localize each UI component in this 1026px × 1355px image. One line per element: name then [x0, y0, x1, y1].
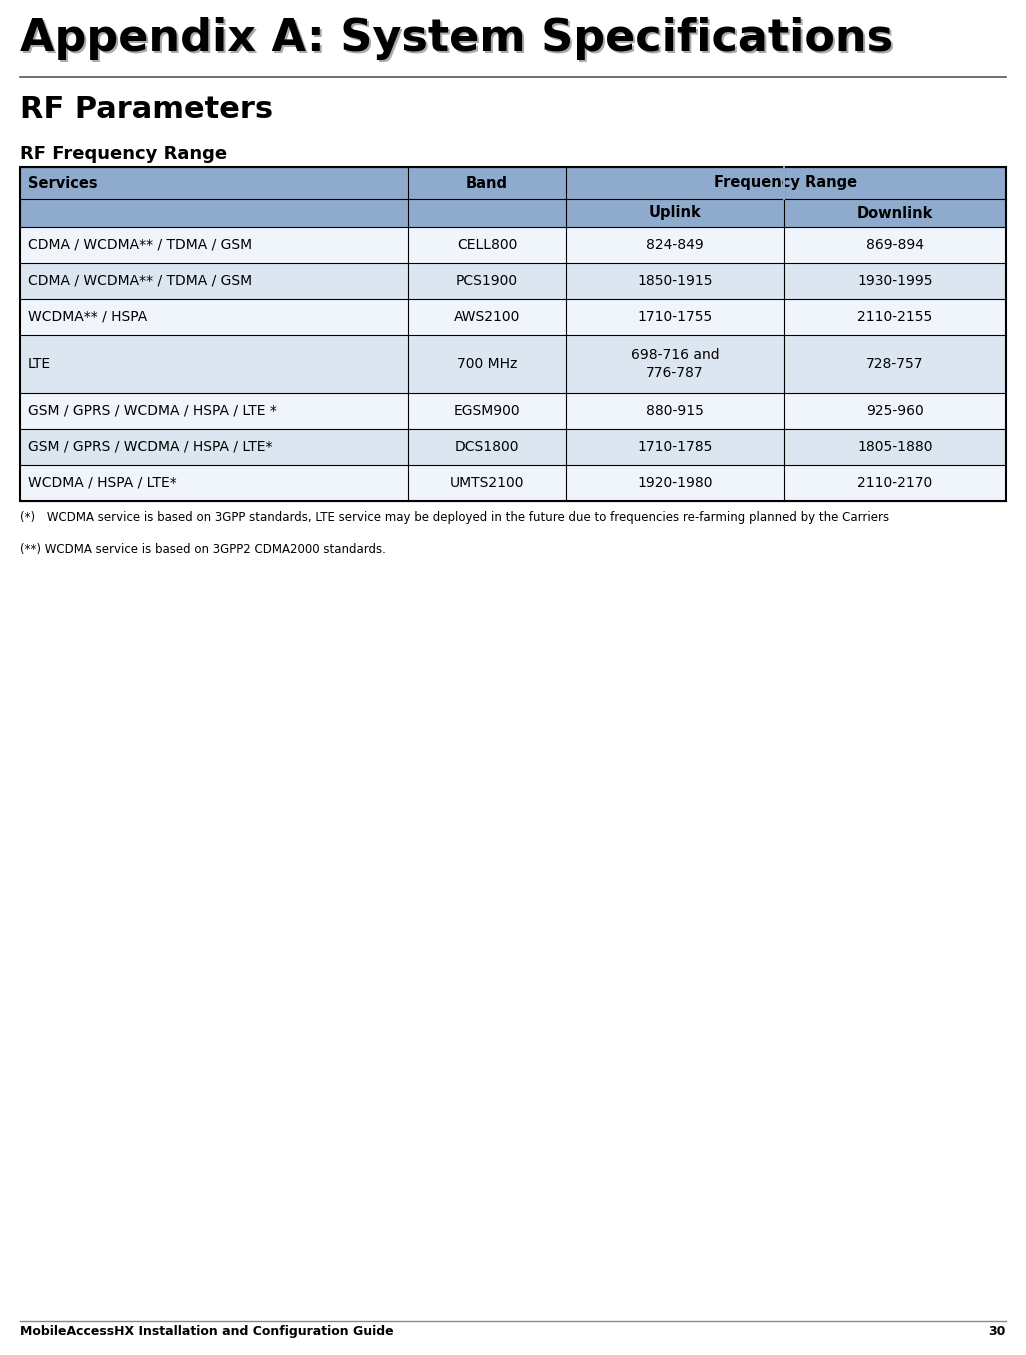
Bar — [566, 167, 1007, 199]
Text: 1710-1755: 1710-1755 — [637, 310, 713, 324]
Bar — [19, 199, 408, 228]
Text: Frequency Range: Frequency Range — [714, 176, 858, 191]
Bar — [784, 299, 1007, 335]
Text: 728-757: 728-757 — [866, 356, 923, 371]
Text: 869-894: 869-894 — [866, 238, 924, 252]
Text: LTE: LTE — [28, 356, 51, 371]
Text: 824-849: 824-849 — [646, 238, 704, 252]
Text: DCS1800: DCS1800 — [455, 440, 519, 454]
Text: EGSM900: EGSM900 — [453, 404, 520, 417]
Text: Appendix A: System Specifications: Appendix A: System Specifications — [22, 19, 895, 62]
Text: WCDMA** / HSPA: WCDMA** / HSPA — [28, 310, 148, 324]
Bar — [784, 199, 1007, 228]
Bar — [784, 393, 1007, 430]
Text: PCS1900: PCS1900 — [456, 274, 518, 289]
Bar — [19, 465, 408, 501]
Text: RF Frequency Range: RF Frequency Range — [19, 145, 227, 163]
Bar — [408, 393, 566, 430]
Text: GSM / GPRS / WCDMA / HSPA / LTE*: GSM / GPRS / WCDMA / HSPA / LTE* — [28, 440, 273, 454]
Bar — [784, 335, 1007, 393]
Bar — [19, 335, 408, 393]
Text: UMTS2100: UMTS2100 — [449, 476, 524, 491]
Text: Band: Band — [466, 176, 508, 191]
Text: 30: 30 — [989, 1325, 1007, 1337]
Bar — [19, 167, 1007, 501]
Bar — [408, 167, 566, 199]
Bar — [784, 465, 1007, 501]
Bar — [19, 167, 408, 199]
Bar — [19, 299, 408, 335]
Text: (**) WCDMA service is based on 3GPP2 CDMA2000 standards.: (**) WCDMA service is based on 3GPP2 CDM… — [19, 543, 386, 556]
Bar — [566, 263, 784, 299]
Text: CELL800: CELL800 — [457, 238, 517, 252]
Bar — [408, 430, 566, 465]
Bar — [19, 263, 408, 299]
Bar — [19, 393, 408, 430]
Bar — [19, 228, 408, 263]
Text: 880-915: 880-915 — [646, 404, 704, 417]
Text: 2110-2170: 2110-2170 — [858, 476, 933, 491]
Text: Downlink: Downlink — [857, 206, 934, 221]
Text: Appendix A: System Specifications: Appendix A: System Specifications — [19, 18, 893, 60]
Bar — [408, 199, 566, 228]
Text: 1850-1915: 1850-1915 — [637, 274, 713, 289]
Text: AWS2100: AWS2100 — [453, 310, 520, 324]
Text: 700 MHz: 700 MHz — [457, 356, 517, 371]
Text: 1920-1980: 1920-1980 — [637, 476, 713, 491]
Text: (*) WCDMA service is based on 3GPP standards, LTE service may be deployed in the: (*) WCDMA service is based on 3GPP stand… — [19, 511, 890, 524]
Text: 1930-1995: 1930-1995 — [858, 274, 933, 289]
Bar — [784, 228, 1007, 263]
Bar — [19, 430, 408, 465]
Text: 925-960: 925-960 — [866, 404, 923, 417]
Bar — [566, 335, 784, 393]
Bar — [408, 299, 566, 335]
Bar — [784, 263, 1007, 299]
Text: Uplink: Uplink — [648, 206, 702, 221]
Text: CDMA / WCDMA** / TDMA / GSM: CDMA / WCDMA** / TDMA / GSM — [28, 274, 252, 289]
Text: 698-716 and
776-787: 698-716 and 776-787 — [631, 348, 719, 379]
Bar — [784, 430, 1007, 465]
Bar — [408, 335, 566, 393]
Text: MobileAccessHX Installation and Configuration Guide: MobileAccessHX Installation and Configur… — [19, 1325, 394, 1337]
Bar — [566, 430, 784, 465]
Text: RF Parameters: RF Parameters — [19, 95, 273, 125]
Bar — [408, 263, 566, 299]
Text: GSM / GPRS / WCDMA / HSPA / LTE *: GSM / GPRS / WCDMA / HSPA / LTE * — [28, 404, 277, 417]
Bar — [566, 199, 784, 228]
Bar — [566, 228, 784, 263]
Text: 1710-1785: 1710-1785 — [637, 440, 713, 454]
Text: 1805-1880: 1805-1880 — [858, 440, 933, 454]
Bar — [408, 228, 566, 263]
Bar — [408, 465, 566, 501]
Text: Services: Services — [28, 176, 97, 191]
Bar — [566, 393, 784, 430]
Bar — [566, 299, 784, 335]
Text: CDMA / WCDMA** / TDMA / GSM: CDMA / WCDMA** / TDMA / GSM — [28, 238, 252, 252]
Text: 2110-2155: 2110-2155 — [858, 310, 933, 324]
Bar — [566, 465, 784, 501]
Text: WCDMA / HSPA / LTE*: WCDMA / HSPA / LTE* — [28, 476, 176, 491]
